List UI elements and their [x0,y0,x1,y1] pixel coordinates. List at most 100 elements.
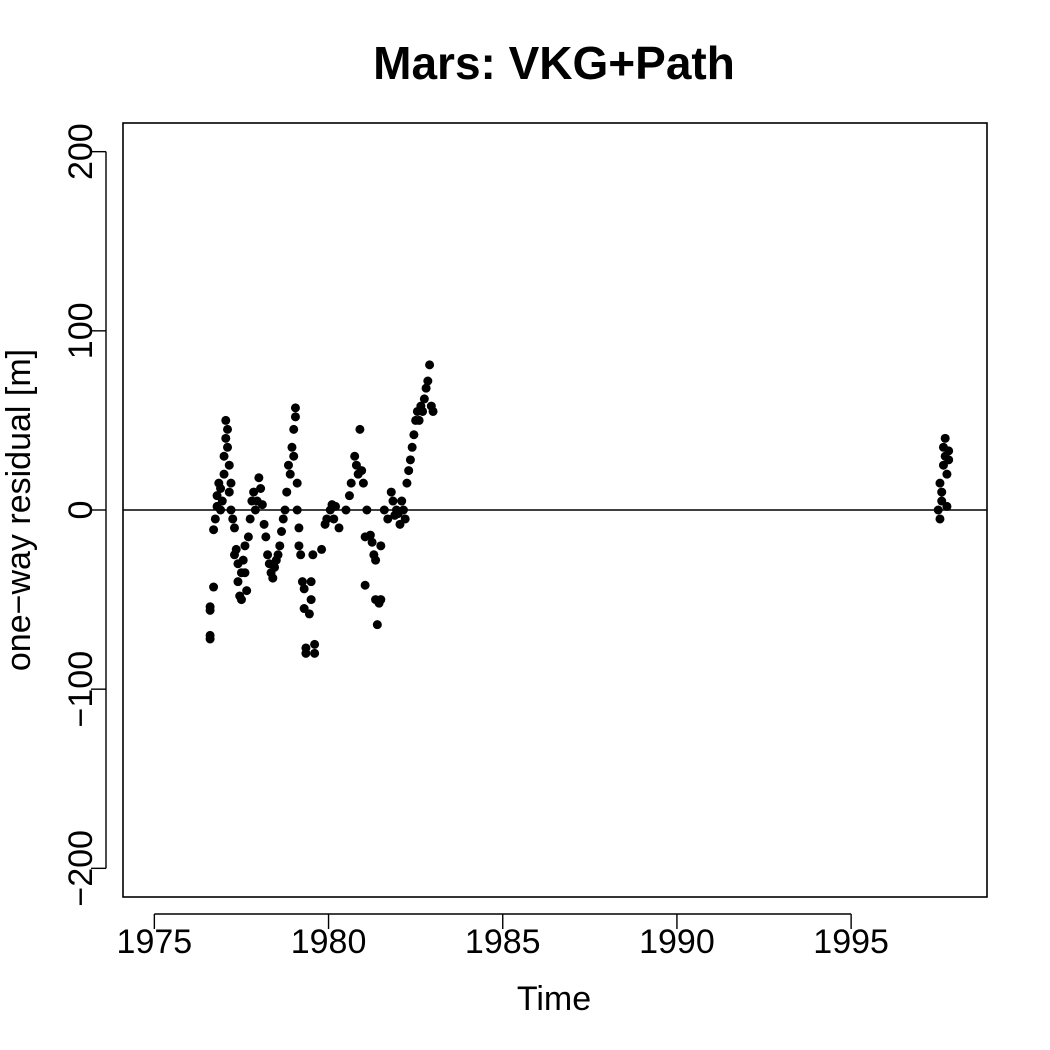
data-point [428,406,438,416]
data-point [358,478,368,488]
data-point [294,523,304,533]
data-point [334,523,344,533]
data-point [360,580,370,590]
chart-title: Mars: VKG+Path [373,37,735,89]
data-point [205,602,215,612]
data-point [944,446,954,456]
data-point [405,455,415,465]
data-point [933,505,943,515]
data-point [400,514,410,524]
data-point [935,478,945,488]
x-tick-label: 1995 [813,923,889,961]
data-point [367,537,377,547]
data-point [942,501,952,511]
data-point [223,424,233,434]
x-tick-label: 1985 [465,923,541,961]
x-axis-label: Time [517,980,591,1018]
data-point [310,648,320,658]
data-point [219,469,229,479]
data-point [240,541,250,551]
data-point [259,519,269,529]
data-point [418,406,428,416]
data-point [310,639,320,649]
data-point [304,609,314,619]
data-point [362,505,372,515]
data-point [376,595,386,605]
data-point [379,505,389,515]
data-point [404,466,414,476]
data-point [322,514,332,524]
data-point [233,577,243,587]
data-point [219,451,229,461]
data-point [277,527,287,536]
data-point [238,555,248,565]
data-point [402,478,412,488]
data-point [331,501,341,511]
data-point [254,473,264,483]
data-point [407,442,417,452]
data-point [296,550,306,560]
y-axis-label: one−way residual [m] [0,349,38,671]
data-point [216,484,226,493]
data-point [221,415,231,425]
data-point [210,514,220,524]
data-point [250,505,260,515]
data-point [937,487,947,497]
data-point [425,360,435,370]
plot-area: 1975 1980 1985 1990 1995 −200 −100 0 100 200 [62,122,988,961]
data-point [421,383,431,393]
data-point [256,484,266,493]
data-point [344,491,354,501]
data-point [283,460,293,470]
data-point [223,442,233,452]
data-point [388,496,398,506]
data-point [236,595,246,605]
data-point [278,514,288,524]
data-point [228,514,238,524]
data-point [231,544,241,554]
data-point [287,442,297,452]
data-point [289,451,299,461]
data-point [398,505,408,515]
data-point [365,530,375,540]
data-point [292,505,302,515]
data-point [270,562,280,572]
data-point [329,514,339,524]
data-point [273,550,283,560]
data-point [226,505,236,515]
data-point [226,478,236,488]
data-point [944,455,954,465]
data-point [205,630,215,640]
data-point [371,555,381,565]
data-point [357,466,367,476]
x-tick-label: 1975 [117,923,193,961]
data-point [308,550,318,560]
data-point [268,573,278,583]
data-point [242,586,252,596]
data-point [409,430,419,440]
data-point [275,541,285,551]
data-point [297,577,307,587]
data-point [935,514,945,524]
data-point [224,460,234,470]
data-point [301,643,311,653]
data-point [280,505,290,515]
data-point [341,505,351,515]
data-point [290,412,300,422]
data-point [263,550,273,560]
x-tick-label: 1990 [639,923,715,961]
data-point [355,424,365,434]
data-point [386,487,396,497]
data-point [423,376,433,386]
data-point [217,496,227,506]
data-point [372,620,382,630]
data-point [317,544,327,554]
data-point [221,433,231,443]
data-point [299,584,309,594]
data-point [290,403,300,413]
data-point [224,487,234,497]
data-point [306,595,316,605]
data-point [289,424,299,434]
